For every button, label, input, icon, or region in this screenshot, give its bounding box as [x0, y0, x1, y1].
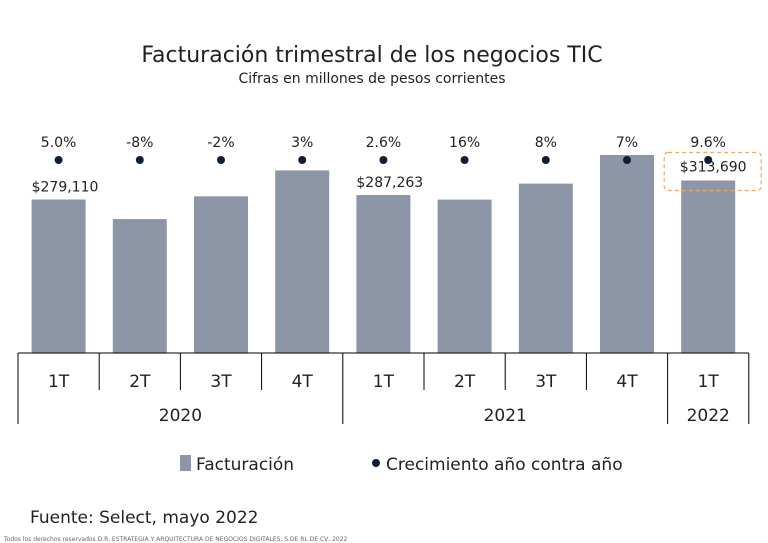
quarter-tick-5: 1T: [373, 372, 395, 392]
growth-marker-3: [217, 156, 225, 164]
growth-label-7: 8%: [535, 135, 557, 151]
bar-5: [356, 195, 411, 353]
growth-marker-5: [379, 156, 388, 164]
bars-layer: $279,110 $287,263 $313,690: [31, 151, 762, 354]
growth-marker-4: [298, 156, 307, 164]
growth-layer: 5.0% -8% -2% 3% 2.6% 16% 8% 7% 9.6%: [41, 135, 726, 164]
growth-marker-6: [460, 156, 469, 164]
bar-3: [194, 196, 248, 354]
value-label-1: $279,110: [32, 180, 99, 196]
legend-facturacion-swatch: [180, 455, 191, 471]
quarter-tick-4: 4T: [292, 372, 314, 392]
growth-marker-7: [541, 156, 550, 164]
bar-1: [31, 199, 86, 353]
bar-7: [518, 183, 573, 353]
year-label-2022: 2022: [687, 406, 730, 426]
growth-marker-2: [135, 156, 144, 164]
legend-facturacion-label: Facturación: [196, 455, 294, 475]
category-axis: 1T 2T 3T 4T 1T 2T 3T 4T 1T 2020 2021 2022: [17, 352, 750, 426]
quarter-tick-7: 3T: [535, 372, 557, 392]
quarter-tick-3: 3T: [210, 372, 232, 392]
bar-6: [437, 199, 492, 353]
legend-crecimiento-marker: [372, 459, 380, 467]
chart-subtitle: Cifras en millones de pesos corrientes: [238, 71, 505, 87]
legend-crecimiento-label: Crecimiento año contra año: [386, 455, 623, 475]
growth-label-6: 16%: [449, 135, 480, 151]
quarter-tick-8: 4T: [616, 372, 638, 392]
highlight-box: [663, 151, 762, 192]
quarter-tick-2: 2T: [129, 372, 151, 392]
value-label-5: $287,263: [356, 175, 423, 191]
growth-label-2: -8%: [126, 135, 153, 151]
growth-label-3: -2%: [207, 135, 234, 151]
bar-2: [112, 219, 167, 353]
chart-title: Facturación trimestral de los negocios T…: [141, 43, 602, 68]
bar-8: [600, 155, 654, 353]
growth-label-1: 5.0%: [41, 135, 77, 151]
value-label-9: $313,690: [680, 160, 747, 176]
quarter-tick-9: 1T: [698, 372, 720, 392]
legend: Facturación Crecimiento año contra año: [180, 455, 623, 475]
growth-label-5: 2.6%: [366, 135, 402, 151]
growth-marker-9: [704, 156, 713, 164]
growth-label-8: 7%: [616, 135, 638, 151]
growth-label-4: 3%: [291, 135, 313, 151]
growth-marker-8: [623, 156, 631, 164]
quarter-tick-1: 1T: [48, 372, 70, 392]
copyright-footer: Todos los derechos reservados D.R. ESTRA…: [3, 536, 348, 543]
growth-marker-1: [54, 156, 63, 164]
growth-label-9: 9.6%: [690, 135, 726, 151]
source-note: Fuente: Select, mayo 2022: [30, 508, 258, 528]
bar-9: [681, 180, 736, 353]
bar-4: [275, 170, 330, 353]
year-label-2021: 2021: [484, 406, 527, 426]
year-label-2020: 2020: [159, 406, 202, 426]
quarter-tick-6: 2T: [454, 372, 476, 392]
